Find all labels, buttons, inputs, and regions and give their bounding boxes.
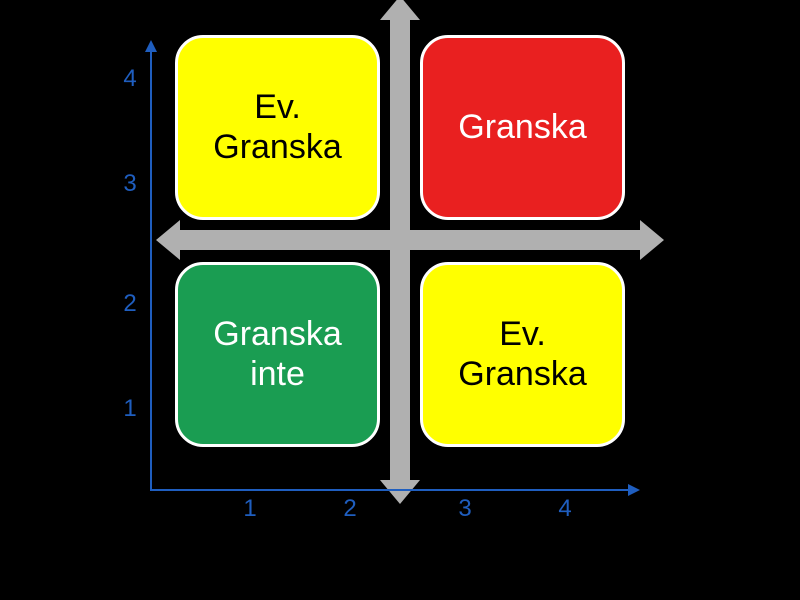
blue-axis-y (150, 50, 152, 490)
quadrant-matrix: Ev. Granska Granska Granska inte Ev. Gra… (0, 0, 800, 600)
quadrant-label: Ev. Granska (213, 88, 342, 166)
cross-arrow-down (380, 480, 420, 504)
cross-arrow-up (380, 0, 420, 20)
blue-axis-x-arrow (628, 484, 640, 496)
cross-horizontal-bar (180, 230, 640, 250)
x-tick-3: 3 (450, 495, 480, 523)
blue-axis-x (150, 489, 630, 491)
y-tick-3: 3 (115, 170, 145, 198)
quadrant-label: Granska inte (213, 315, 342, 393)
y-tick-1: 1 (115, 395, 145, 423)
x-tick-4: 4 (550, 495, 580, 523)
quadrant-bottom-right: Ev. Granska (420, 262, 625, 447)
x-tick-1: 1 (235, 495, 265, 523)
x-tick-2: 2 (335, 495, 365, 523)
y-tick-4: 4 (115, 65, 145, 93)
cross-vertical-bar (390, 20, 410, 480)
quadrant-label: Granska (458, 108, 587, 147)
quadrant-top-right: Granska (420, 35, 625, 220)
cross-arrow-left (156, 220, 180, 260)
y-tick-2: 2 (115, 290, 145, 318)
quadrant-top-left: Ev. Granska (175, 35, 380, 220)
quadrant-bottom-left: Granska inte (175, 262, 380, 447)
quadrant-label: Ev. Granska (458, 315, 587, 393)
cross-arrow-right (640, 220, 664, 260)
blue-axis-y-arrow (145, 40, 157, 52)
